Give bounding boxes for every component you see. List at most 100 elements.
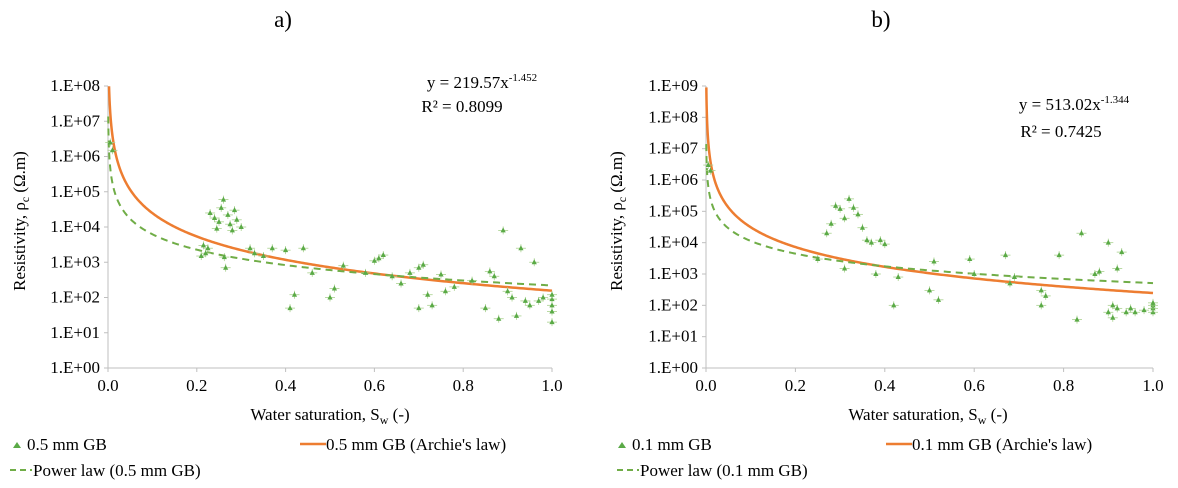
data-point [1130, 308, 1141, 317]
data-point [307, 268, 318, 277]
tick-labels-a: 1.E+00 1.E+01 1.E+02 1.E+03 1.E+04 1.E+05 1.E+… [50, 76, 562, 395]
data-point [258, 252, 269, 261]
data-point [933, 295, 944, 304]
data-point [427, 301, 438, 310]
legend-label-archie: 0.1 mm GB (Archie's law) [912, 435, 1092, 454]
x-axis-label: Water saturation, Sw (-) [848, 405, 1007, 427]
legend-label-archie: 0.5 mm GB (Archie's law) [326, 435, 506, 454]
data-point [1103, 308, 1114, 317]
data-point [507, 293, 518, 302]
data-point [888, 301, 899, 310]
data-point [219, 253, 230, 262]
x-tick-label: 0.4 [275, 376, 297, 395]
data-point [338, 261, 349, 270]
data-point [236, 223, 247, 231]
x-tick-label: 0.2 [186, 376, 207, 395]
data-point [205, 208, 216, 217]
data-point [866, 238, 877, 247]
x-tick-label: 0.8 [453, 376, 474, 395]
data-point [200, 249, 211, 258]
curves-b [705, 87, 1154, 295]
x-tick-label: 0.8 [1053, 376, 1074, 395]
data-point [839, 214, 850, 223]
data-point [1009, 273, 1020, 282]
data-point [529, 258, 540, 267]
data-point [498, 226, 509, 235]
y-tick-label: 1.E+05 [648, 201, 698, 220]
x-axis-label: Water saturation, Sw (-) [250, 405, 409, 427]
data-point [893, 273, 904, 282]
data-point [1139, 306, 1150, 315]
y-tick-label: 1.E+05 [50, 182, 100, 201]
data-point [821, 229, 832, 238]
x-tick-label: 1.0 [1142, 376, 1163, 395]
data-point [1125, 304, 1136, 313]
data-point [413, 304, 424, 313]
data-point [373, 254, 384, 263]
data-point [107, 146, 118, 155]
y-tick-label: 1.E+04 [648, 233, 698, 252]
equation-label: y = 513.02x-1.344 [1019, 94, 1130, 114]
data-point [249, 249, 260, 258]
points-b [703, 161, 1158, 324]
data-point [449, 282, 460, 291]
y-tick-label: 1.E+00 [648, 358, 698, 377]
data-point [844, 194, 855, 203]
legend-label-data: 0.1 mm GB [632, 435, 712, 454]
data-point [1121, 308, 1132, 317]
r-squared-label: R² = 0.8099 [421, 97, 502, 116]
data-point [1004, 279, 1015, 288]
archie-law-curve [705, 87, 1154, 295]
data-point [1000, 251, 1011, 260]
data-point [105, 138, 116, 147]
data-point [1094, 267, 1105, 276]
data-point [329, 284, 340, 293]
data-point [211, 224, 222, 233]
data-point [378, 251, 389, 260]
legend-label-power: Power law (0.5 mm GB) [33, 461, 201, 480]
data-point [216, 203, 227, 212]
y-tick-label: 1.E+06 [648, 170, 698, 189]
tick-labels-b: 1.E+00 1.E+01 1.E+02 1.E+03 1.E+04 1.E+05 1.E+… [648, 76, 1163, 395]
data-point [1112, 264, 1123, 273]
data-point [245, 244, 256, 253]
data-point [404, 268, 415, 277]
data-point [870, 270, 881, 278]
y-tick-label: 1.E+08 [648, 107, 698, 126]
data-point [396, 279, 407, 288]
y-tick-label: 1.E+01 [50, 323, 100, 342]
data-point [422, 290, 433, 299]
data-point [964, 255, 975, 264]
data-point [1112, 304, 1123, 313]
data-point [267, 244, 278, 253]
x-tick-label: 0.0 [695, 376, 716, 395]
data-point [1116, 248, 1127, 257]
data-point [835, 204, 846, 213]
x-tick-label: 0.2 [785, 376, 806, 395]
x-tick-label: 1.0 [541, 376, 562, 395]
data-point [852, 210, 863, 219]
data-point [533, 296, 544, 305]
y-tick-label: 1.E+08 [50, 76, 100, 95]
axes-a [104, 85, 553, 372]
y-tick-label: 1.E+00 [50, 358, 100, 377]
data-point [227, 226, 238, 235]
data-point [209, 214, 220, 223]
data-point [387, 272, 398, 281]
data-point [325, 293, 335, 302]
data-point [857, 223, 868, 232]
legend: 0.1 mm GB 0.1 mm GB (Archie's law) Power… [617, 435, 1092, 480]
data-point [280, 246, 291, 255]
data-point [502, 287, 513, 296]
chart-panel-a: a) 1.E+001.E+011.E+021.E+031.E+041.E+051… [10, 7, 563, 480]
y-tick-label: 1.E+09 [648, 76, 698, 95]
curves-a [107, 86, 553, 292]
legend-label-data: 0.5 mm GB [27, 435, 107, 454]
x-tick-label: 0.4 [874, 376, 896, 395]
power-law-curve [705, 144, 1154, 285]
data-point [511, 311, 522, 320]
data-point [538, 293, 549, 302]
panel-label: a) [274, 7, 292, 32]
x-tick-label: 0.6 [364, 376, 385, 395]
y-tick-label: 1.E+04 [50, 217, 100, 236]
